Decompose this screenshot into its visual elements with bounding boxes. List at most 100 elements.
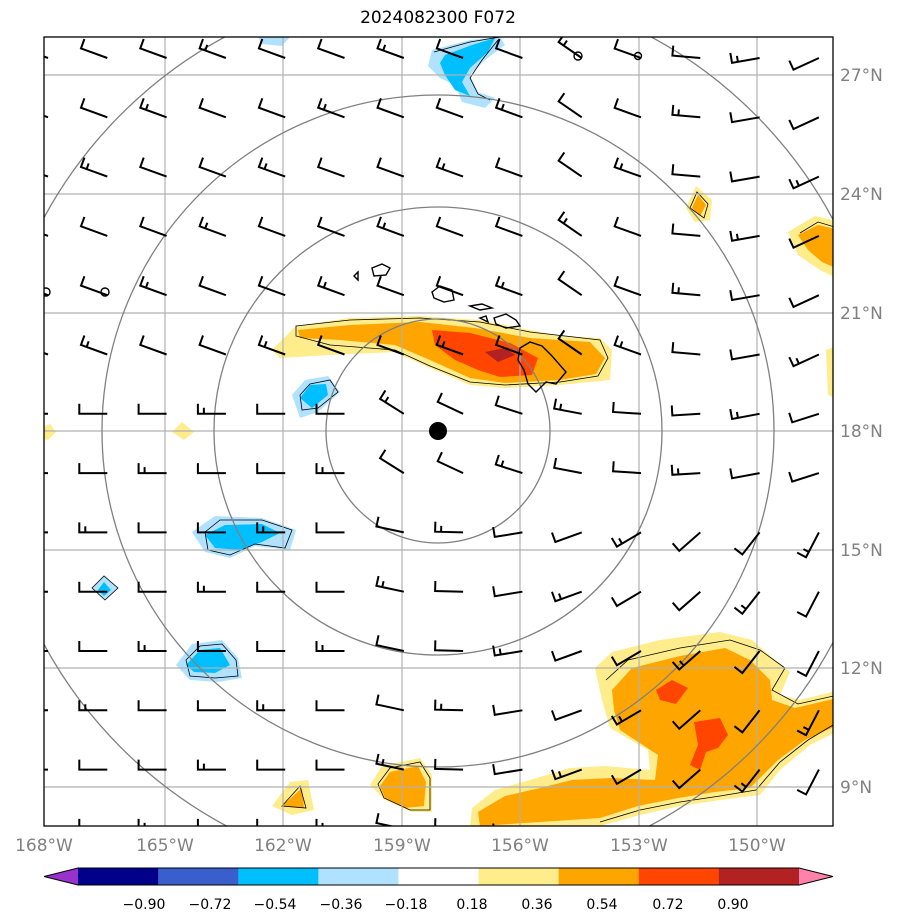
wind-barb bbox=[492, 586, 523, 598]
wind-barb bbox=[788, 294, 820, 309]
wind-barb bbox=[494, 275, 523, 297]
wind-barb bbox=[78, 581, 108, 593]
colorbar-segment bbox=[238, 868, 319, 885]
longitude-labels: 168°W 165°W 162°W 159°W 156°W 153°W 150°… bbox=[15, 836, 786, 856]
map-plot-area bbox=[44, 37, 833, 854]
colorbar-segment bbox=[718, 868, 800, 885]
wind-barb bbox=[196, 522, 226, 534]
wind-barb bbox=[435, 157, 464, 178]
wind-barb bbox=[316, 216, 345, 237]
wind-barb bbox=[673, 829, 701, 847]
colorbar-tick-label: −0.54 bbox=[254, 897, 297, 913]
wind-barb bbox=[611, 461, 642, 475]
island-small bbox=[573, 51, 583, 61]
wind-barb bbox=[257, 157, 286, 178]
wind-barb bbox=[256, 818, 259, 826]
wind-barb bbox=[375, 813, 396, 826]
wind-barb bbox=[610, 650, 642, 667]
wind-barb bbox=[551, 650, 583, 662]
wind-barb bbox=[256, 759, 286, 771]
island-kauai bbox=[371, 263, 391, 277]
wind-barb bbox=[729, 408, 760, 421]
colorbar-tick-label: −0.18 bbox=[385, 897, 428, 913]
wind-barb bbox=[796, 650, 820, 678]
wind-barb bbox=[797, 829, 819, 854]
lat-label: 15°N bbox=[840, 541, 883, 561]
wind-barb bbox=[256, 641, 286, 652]
wind-barb bbox=[733, 650, 761, 675]
wind-barb bbox=[139, 335, 167, 356]
wind-barb bbox=[315, 700, 345, 712]
wind-barb bbox=[492, 526, 523, 539]
wind-barbs bbox=[44, 37, 820, 854]
wind-barb bbox=[198, 97, 227, 119]
wind-barb bbox=[435, 335, 464, 356]
wind-barb bbox=[315, 818, 324, 826]
wind-barb bbox=[196, 463, 226, 475]
wind-barb bbox=[315, 463, 345, 475]
wind-barb bbox=[671, 45, 701, 59]
wind-barb bbox=[375, 694, 405, 712]
wind-barb bbox=[375, 516, 405, 534]
wind-barb bbox=[613, 275, 642, 297]
wind-barb bbox=[611, 401, 642, 415]
wind-barb bbox=[257, 335, 286, 356]
wind-barb bbox=[378, 449, 405, 474]
wind-barb bbox=[78, 818, 81, 826]
wind-barb bbox=[671, 768, 701, 790]
wind-barb bbox=[729, 52, 760, 64]
wind-barb bbox=[671, 709, 701, 731]
wind-barb bbox=[788, 471, 820, 483]
wind-barb bbox=[315, 522, 345, 534]
lat-label: 9°N bbox=[840, 778, 872, 798]
colorbar-outline bbox=[43, 867, 834, 886]
colorbar-tick-label: −0.36 bbox=[320, 897, 363, 913]
wind-barb bbox=[494, 38, 523, 59]
wind-barb bbox=[670, 464, 701, 476]
colorbar-tick-labels: −0.90 −0.72 −0.54 −0.36 −0.18 0.18 0.36 … bbox=[123, 897, 749, 913]
colorbar-tick-label: 0.90 bbox=[717, 897, 748, 913]
wind-barb bbox=[257, 97, 286, 119]
island-hawaii bbox=[517, 341, 567, 393]
wind-barb bbox=[376, 216, 405, 237]
wind-barb bbox=[434, 758, 464, 771]
island-small bbox=[44, 287, 51, 297]
wind-barb bbox=[796, 769, 820, 796]
wind-barb bbox=[557, 92, 583, 119]
wind-barb bbox=[788, 116, 820, 131]
wind-barb bbox=[729, 112, 760, 124]
colorbar-tick-label: 0.36 bbox=[521, 897, 552, 913]
wind-barb bbox=[434, 640, 464, 652]
wind-barb bbox=[316, 275, 345, 297]
wind-barb bbox=[557, 211, 583, 237]
lon-label: 156°W bbox=[491, 836, 549, 856]
plot-frame bbox=[43, 36, 834, 827]
wind-barb bbox=[557, 151, 583, 178]
wind-barb bbox=[613, 335, 642, 356]
lon-label: 168°W bbox=[15, 836, 73, 856]
wind-barb bbox=[552, 829, 582, 839]
range-ring bbox=[325, 318, 551, 544]
colorbar-segment bbox=[558, 868, 640, 885]
wind-barb bbox=[553, 457, 582, 475]
wind-barb bbox=[257, 216, 286, 237]
wind-barb bbox=[78, 403, 108, 415]
wind-barb bbox=[788, 57, 820, 72]
wind-barb bbox=[257, 275, 286, 297]
island-maui bbox=[493, 313, 522, 329]
wind-barb bbox=[137, 522, 167, 534]
wind-barb bbox=[671, 531, 701, 553]
colorbar-segment bbox=[318, 868, 399, 885]
colorbar-extension-low bbox=[44, 868, 78, 885]
wind-barb bbox=[256, 581, 286, 593]
wind-barb bbox=[788, 234, 820, 249]
wind-barb bbox=[434, 818, 437, 826]
wind-barb bbox=[79, 38, 108, 59]
wind-barb bbox=[610, 531, 642, 549]
wind-barb bbox=[137, 818, 146, 826]
wind-barb bbox=[78, 463, 108, 475]
wind-barb bbox=[78, 641, 108, 652]
wind-barb bbox=[557, 329, 583, 356]
wind-barb bbox=[434, 580, 464, 593]
lon-label: 159°W bbox=[373, 836, 431, 856]
